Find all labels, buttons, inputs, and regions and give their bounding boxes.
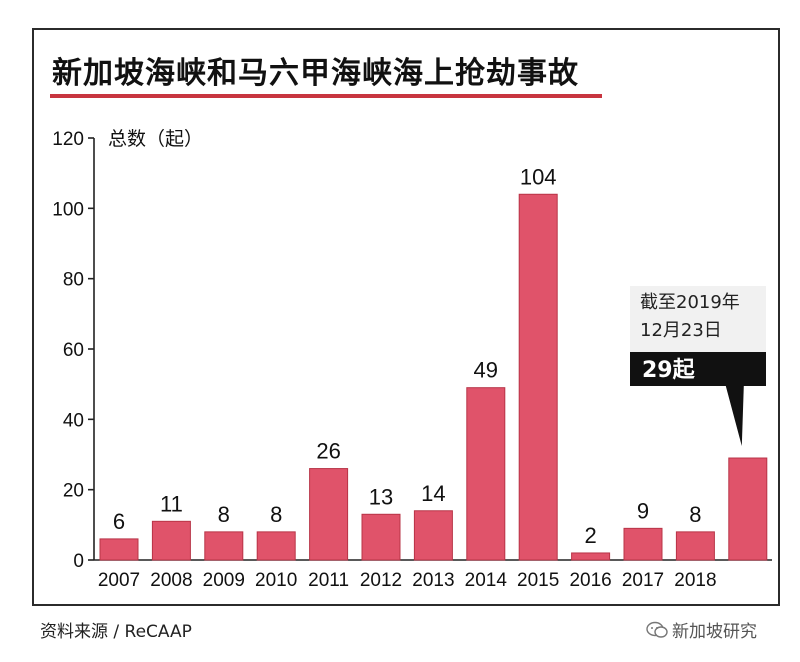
y-tick-label: 20 <box>63 481 84 502</box>
y-axis-label: 总数（起） <box>108 128 203 150</box>
bar <box>466 387 506 561</box>
data-label: 26 <box>316 439 340 464</box>
data-label: 6 <box>113 509 125 534</box>
x-tick-label: 2010 <box>255 570 297 591</box>
watermark: 新加坡研究 <box>646 617 757 642</box>
x-tick-label: 2018 <box>674 570 716 591</box>
bar <box>99 538 139 561</box>
bar <box>675 531 715 561</box>
bar <box>309 468 349 561</box>
bar <box>204 531 244 561</box>
annotation-callout: 截至2019年 12月23日 29起 <box>630 286 766 446</box>
source-note: 资料来源 / ReCAAP <box>40 622 192 642</box>
bar <box>728 457 768 561</box>
y-tick-label: 120 <box>52 129 84 150</box>
y-tick-label: 100 <box>52 199 84 220</box>
data-label: 14 <box>421 481 445 506</box>
x-tick-label: 2016 <box>569 570 611 591</box>
x-tick-label: 2012 <box>360 570 402 591</box>
y-tick-label: 0 <box>73 551 84 572</box>
bar <box>151 520 191 561</box>
bar <box>571 552 611 561</box>
chart-bars <box>99 193 768 561</box>
chart-title: 新加坡海峡和马六甲海峡海上抢劫事故 <box>52 56 579 91</box>
watermark-text: 新加坡研究 <box>672 622 757 642</box>
callout-value-box <box>630 352 766 386</box>
title-underline <box>50 94 602 98</box>
x-tick-label: 2015 <box>517 570 559 591</box>
x-tick-label: 2008 <box>150 570 192 591</box>
data-label: 2 <box>584 523 596 548</box>
bar <box>518 193 558 561</box>
data-label: 104 <box>520 164 557 189</box>
callout-pointer <box>725 386 744 446</box>
data-label: 8 <box>689 502 701 527</box>
bar <box>413 510 453 561</box>
callout-date-line1: 截至2019年 <box>640 292 740 313</box>
data-label: 13 <box>369 484 393 509</box>
x-tick-label: 2013 <box>412 570 454 591</box>
x-tick-label: 2017 <box>622 570 664 591</box>
y-tick-label: 60 <box>63 340 84 361</box>
callout-date-line2: 12月23日 <box>640 320 722 341</box>
data-label: 49 <box>474 358 498 383</box>
data-label: 8 <box>218 502 230 527</box>
x-tick-label: 2011 <box>308 570 349 591</box>
x-tick-label: 2007 <box>98 570 140 591</box>
x-tick-label: 2014 <box>465 570 508 591</box>
y-tick-label: 40 <box>63 410 84 431</box>
x-tick-label: 2009 <box>203 570 245 591</box>
bar <box>623 527 663 561</box>
data-label: 8 <box>270 502 282 527</box>
callout-box <box>630 286 766 352</box>
bar <box>256 531 296 561</box>
data-label: 9 <box>637 498 649 523</box>
y-tick-label: 80 <box>63 270 84 291</box>
chart-data-labels: 2007 6 2008 11 2009 8 2010 8 2011 26 2012 13 2013 14 2… <box>98 164 717 591</box>
bar <box>361 513 401 561</box>
data-label: 11 <box>160 491 183 516</box>
chat-bubble-icon <box>646 621 668 638</box>
callout-value: 29起 <box>642 358 696 383</box>
